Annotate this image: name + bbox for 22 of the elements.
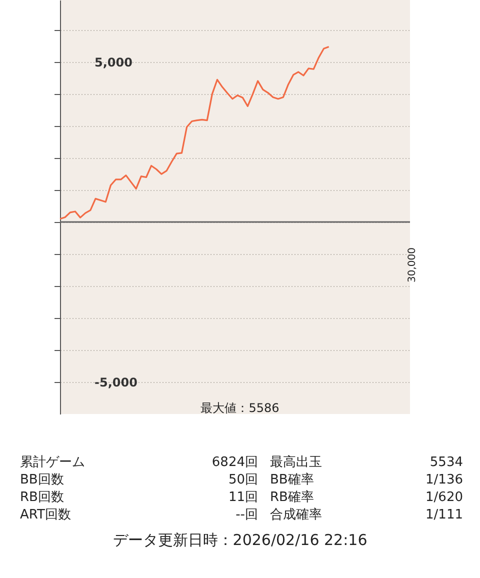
text: RB確率: [270, 489, 314, 505]
text: 11回: [228, 490, 258, 505]
text: 最高出玉: [270, 454, 322, 470]
text: 6824回: [212, 455, 258, 470]
y-tick-label: 5,000: [94, 56, 132, 70]
text: 50回: [228, 472, 258, 488]
text: データ更新日時：2026/02/16 22:16: [112, 531, 368, 549]
text: 1/136: [426, 472, 463, 488]
text: BB確率: [270, 472, 314, 488]
text: ART回数: [20, 508, 71, 522]
line-series: [59, 46, 330, 220]
text: --回: [236, 508, 258, 522]
y-tick-label: -5,000: [94, 376, 138, 390]
text: 1/111: [426, 508, 463, 522]
annotation: 30,000: [407, 248, 418, 282]
annotation: 最大値：5586: [200, 401, 280, 415]
text: 合成確率: [270, 506, 322, 522]
text: BB回数: [20, 472, 64, 488]
text: 5534: [430, 455, 463, 470]
text: 累計ゲーム: [20, 455, 85, 470]
text: 1/620: [426, 490, 463, 505]
text: RB回数: [20, 490, 64, 505]
